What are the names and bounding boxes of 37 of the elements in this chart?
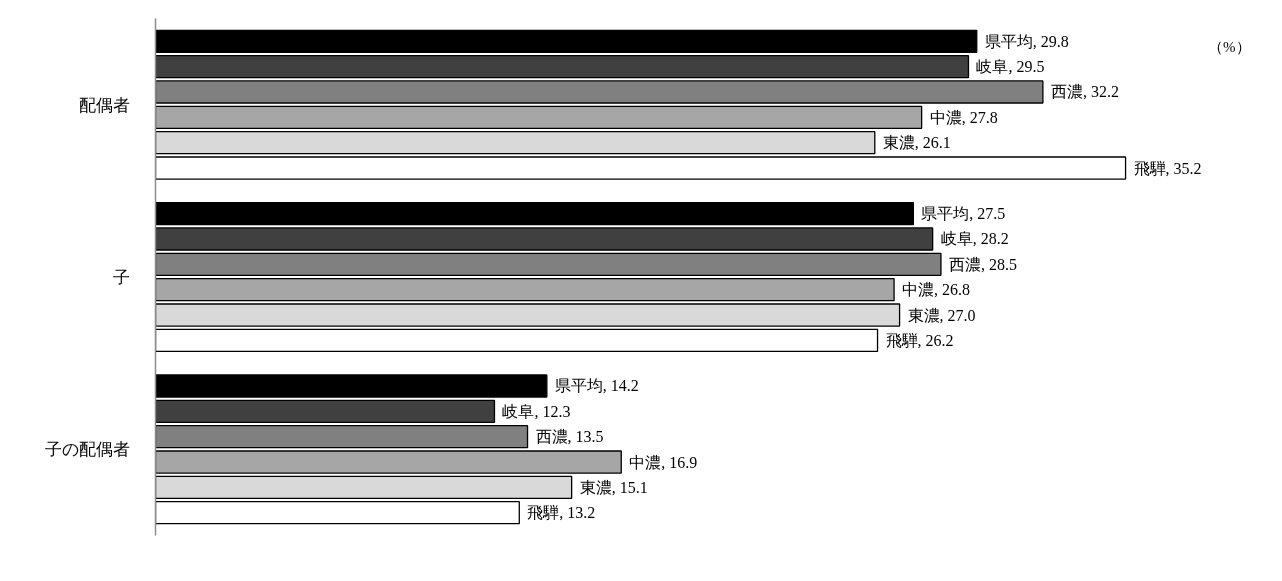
data-label: 東濃, 15.1 [579,478,648,496]
data-label: 飛騨, 26.2 [885,331,954,349]
y-tick-label: 子の配偶者 [44,439,130,460]
data-label: 岐阜, 28.2 [940,230,1009,248]
bar [155,29,978,53]
bar [155,54,970,79]
data-label: 県平均, 27.5 [921,205,1006,223]
data-label: 西濃, 28.5 [948,255,1017,273]
data-label: 飛騨, 35.2 [1133,159,1202,177]
bar [155,374,548,398]
bar [155,156,1127,180]
data-label: 西濃, 32.2 [1050,83,1119,101]
data-label: 中濃, 27.8 [929,108,998,126]
bar [155,303,901,327]
data-label: 県平均, 29.8 [984,32,1069,50]
data-label: 中濃, 16.9 [629,453,698,471]
data-label: 東濃, 27.0 [907,306,976,324]
data-label: 飛騨, 13.2 [527,504,596,522]
y-tick-label: 配偶者 [78,94,130,115]
data-label: 西濃, 13.5 [535,428,604,446]
bar [155,450,622,474]
bar [155,501,520,525]
data-label: 東濃, 26.1 [882,134,951,152]
y-tick-label: 子 [112,267,130,287]
data-label: 県平均, 14.2 [554,377,639,395]
bar [155,278,895,302]
bar [155,227,934,251]
data-label: 中濃, 26.8 [902,281,971,299]
bar [155,131,876,155]
bar [155,105,923,130]
bar [155,201,915,226]
bar [155,399,496,423]
bar [155,475,573,500]
data-label: 岐阜, 29.5 [976,58,1045,76]
bar [155,328,879,353]
data-label: 岐阜, 12.3 [502,402,571,420]
text: （%） [1208,38,1251,55]
